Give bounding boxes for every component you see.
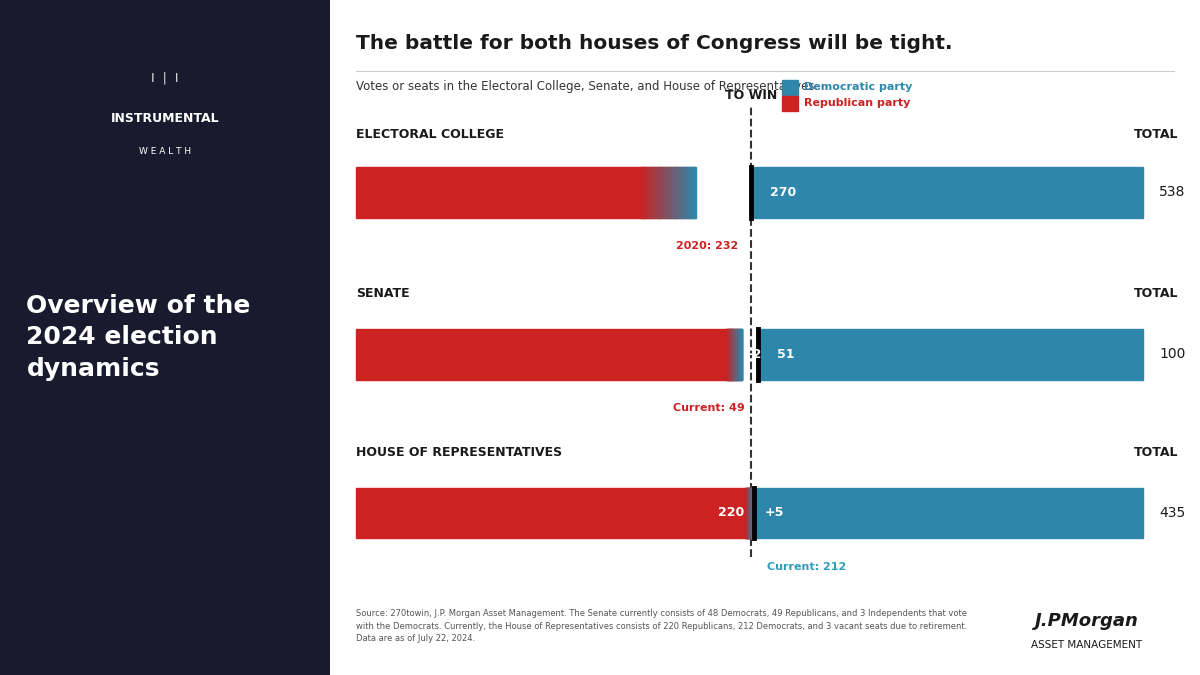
Text: Votes or seats in the Electoral College, Senate, and House of Representatives: Votes or seats in the Electoral College,… <box>356 80 815 93</box>
Text: ASSET MANAGEMENT: ASSET MANAGEMENT <box>1031 640 1142 649</box>
Text: INSTRUMENTAL: INSTRUMENTAL <box>110 111 220 125</box>
Text: TOTAL: TOTAL <box>1134 287 1178 300</box>
Text: +2: +2 <box>743 348 762 361</box>
Text: Overview of the
2024 election
dynamics: Overview of the 2024 election dynamics <box>26 294 251 381</box>
Bar <box>782 80 798 94</box>
Text: 270: 270 <box>770 186 797 199</box>
Text: 538: 538 <box>1159 186 1186 199</box>
Text: +38: +38 <box>718 186 745 199</box>
Text: Democratic party: Democratic party <box>804 82 912 92</box>
Text: J.PMorgan: J.PMorgan <box>1034 612 1139 630</box>
Text: Republican party: Republican party <box>804 99 911 108</box>
Bar <box>755 487 1144 539</box>
Bar <box>751 167 1144 217</box>
Text: 51: 51 <box>776 348 794 361</box>
Text: TO WIN: TO WIN <box>725 89 778 103</box>
Text: TOTAL: TOTAL <box>1134 128 1178 142</box>
Bar <box>757 329 1144 379</box>
Text: ELECTORAL COLLEGE: ELECTORAL COLLEGE <box>356 128 504 142</box>
Text: Current: 212: Current: 212 <box>767 562 847 572</box>
Bar <box>356 167 640 217</box>
Bar <box>356 487 745 539</box>
Text: 2020: 232: 2020: 232 <box>676 241 738 251</box>
Text: SENATE: SENATE <box>356 287 409 300</box>
Text: W E A L T H: W E A L T H <box>139 147 191 157</box>
Text: 100: 100 <box>1159 348 1186 361</box>
Text: Source: 270towin, J.P. Morgan Asset Management. The Senate currently consists of: Source: 270towin, J.P. Morgan Asset Mana… <box>356 610 967 643</box>
Text: HOUSE OF REPRESENTATIVES: HOUSE OF REPRESENTATIVES <box>356 446 563 459</box>
Text: Current: 49: Current: 49 <box>673 403 744 413</box>
Text: 220: 220 <box>718 506 744 520</box>
Bar <box>356 329 726 379</box>
Text: 435: 435 <box>1159 506 1186 520</box>
Text: The battle for both houses of Congress will be tight.: The battle for both houses of Congress w… <box>356 34 953 53</box>
Text: I  |  I: I | I <box>151 71 179 84</box>
Bar <box>782 96 798 111</box>
Text: +5: +5 <box>764 506 784 520</box>
Text: TOTAL: TOTAL <box>1134 446 1178 459</box>
